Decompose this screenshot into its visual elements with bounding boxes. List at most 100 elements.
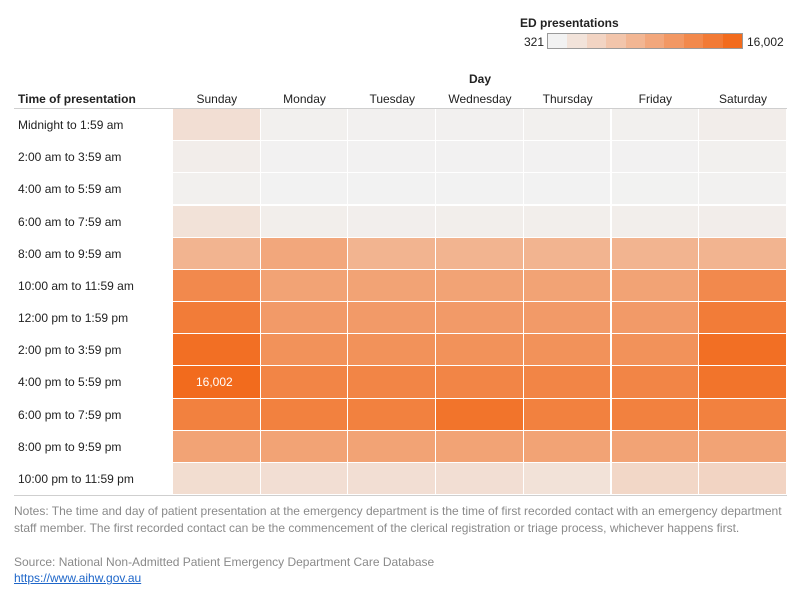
heatmap-cell[interactable] bbox=[523, 109, 612, 142]
heatmap-cell[interactable] bbox=[173, 366, 261, 399]
heatmap-cell[interactable] bbox=[523, 173, 612, 206]
heatmap-cell[interactable] bbox=[348, 430, 437, 463]
legend-color-scale bbox=[547, 33, 743, 49]
heatmap-cell[interactable] bbox=[699, 462, 787, 496]
legend-title: ED presentations bbox=[520, 16, 619, 30]
heatmap-cell[interactable] bbox=[523, 430, 612, 463]
heatmap-cell[interactable] bbox=[436, 462, 524, 496]
heatmap-cell[interactable] bbox=[348, 334, 437, 367]
heatmap-cell[interactable] bbox=[436, 205, 524, 238]
heatmap-cell[interactable] bbox=[348, 109, 437, 142]
heatmap-cell[interactable] bbox=[260, 366, 349, 399]
heatmap-cell[interactable] bbox=[699, 173, 787, 206]
heatmap-cell[interactable] bbox=[523, 205, 612, 238]
legend-step bbox=[683, 34, 704, 48]
heatmap-cell[interactable] bbox=[260, 462, 349, 496]
heatmap-cell[interactable] bbox=[260, 398, 349, 431]
heatmap-cell[interactable] bbox=[348, 366, 437, 399]
heatmap-cell[interactable] bbox=[611, 398, 700, 431]
heatmap-cell[interactable] bbox=[611, 302, 700, 335]
heatmap-cell[interactable] bbox=[699, 141, 787, 174]
heatmap-cell[interactable] bbox=[260, 237, 349, 270]
heatmap-cell[interactable] bbox=[611, 366, 700, 399]
notes-text: Notes: The time and day of patient prese… bbox=[14, 504, 782, 535]
heatmap-cell[interactable] bbox=[260, 269, 349, 302]
heatmap-cell[interactable] bbox=[699, 302, 787, 335]
heatmap-cell[interactable] bbox=[348, 173, 437, 206]
heatmap-cell[interactable] bbox=[611, 237, 700, 270]
header-divider bbox=[14, 108, 787, 109]
heatmap-cell[interactable] bbox=[436, 366, 524, 399]
heatmap-cell[interactable] bbox=[260, 334, 349, 367]
heatmap-cell[interactable] bbox=[436, 302, 524, 335]
heatmap-cell[interactable] bbox=[173, 269, 261, 302]
heatmap-cell[interactable] bbox=[523, 141, 612, 174]
heatmap-cell[interactable] bbox=[348, 302, 437, 335]
heatmap-cell[interactable] bbox=[436, 237, 524, 270]
heatmap-cell[interactable] bbox=[523, 366, 612, 399]
heatmap-cell[interactable] bbox=[523, 237, 612, 270]
legend-step bbox=[703, 34, 723, 48]
heatmap-cell[interactable] bbox=[699, 109, 787, 142]
heatmap-cell[interactable] bbox=[436, 269, 524, 302]
heatmap-cell[interactable] bbox=[348, 141, 437, 174]
legend-step bbox=[625, 34, 646, 48]
heatmap-cell[interactable] bbox=[523, 334, 612, 367]
heatmap-cell[interactable] bbox=[611, 141, 700, 174]
heatmap-cell[interactable] bbox=[260, 430, 349, 463]
day-label: Friday bbox=[638, 92, 673, 106]
heatmap-cell[interactable] bbox=[611, 430, 700, 463]
heatmap-cell[interactable] bbox=[611, 205, 700, 238]
heatmap-cell[interactable] bbox=[173, 237, 261, 270]
legend-max-label: 16,002 bbox=[747, 35, 784, 49]
heatmap-cell[interactable] bbox=[260, 141, 349, 174]
heatmap-cell[interactable] bbox=[173, 302, 261, 335]
heatmap-cell[interactable] bbox=[348, 205, 437, 238]
heatmap-cell[interactable] bbox=[699, 237, 787, 270]
heatmap-cell[interactable] bbox=[173, 430, 261, 463]
heatmap-cell[interactable] bbox=[699, 334, 787, 367]
heatmap-cell[interactable] bbox=[436, 109, 524, 142]
heatmap-cell[interactable] bbox=[699, 205, 787, 238]
time-label: 4:00 am to 5:59 am bbox=[18, 182, 122, 197]
heatmap-cell[interactable] bbox=[348, 237, 437, 270]
heatmap-cell[interactable] bbox=[699, 430, 787, 463]
heatmap-cell[interactable] bbox=[173, 173, 261, 206]
heatmap-cell[interactable] bbox=[436, 398, 524, 431]
time-label: 8:00 am to 9:59 am bbox=[18, 246, 122, 261]
heatmap-cell[interactable] bbox=[436, 173, 524, 206]
heatmap-cell[interactable] bbox=[699, 398, 787, 431]
heatmap-cell[interactable] bbox=[699, 366, 787, 399]
source-link[interactable]: https://www.aihw.gov.au bbox=[14, 571, 142, 585]
heatmap-cell[interactable] bbox=[611, 173, 700, 206]
heatmap-cell[interactable] bbox=[436, 334, 524, 367]
heatmap-cell[interactable] bbox=[173, 462, 261, 496]
heatmap-cell[interactable] bbox=[260, 109, 349, 142]
heatmap-cell[interactable] bbox=[611, 269, 700, 302]
heatmap-cell[interactable] bbox=[611, 462, 700, 496]
heatmap-cell[interactable] bbox=[348, 269, 437, 302]
day-label: Tuesday bbox=[369, 92, 416, 106]
source-text: Source: National Non-Admitted Patient Em… bbox=[14, 555, 435, 569]
heatmap-cell[interactable] bbox=[260, 173, 349, 206]
heatmap-cell[interactable] bbox=[699, 269, 787, 302]
heatmap-cell[interactable] bbox=[348, 398, 437, 431]
heatmap-cell[interactable] bbox=[611, 109, 700, 142]
heatmap-cell[interactable] bbox=[348, 462, 437, 496]
heatmap-cell[interactable] bbox=[523, 302, 612, 335]
heatmap-cell[interactable] bbox=[436, 430, 524, 463]
heatmap-cell[interactable] bbox=[173, 398, 261, 431]
day-label: Monday bbox=[283, 92, 326, 106]
cell-value-label: 16,002 bbox=[196, 375, 233, 390]
heatmap-cell[interactable] bbox=[173, 109, 261, 142]
heatmap-cell[interactable] bbox=[260, 205, 349, 238]
heatmap-cell[interactable] bbox=[523, 269, 612, 302]
heatmap-cell[interactable] bbox=[173, 334, 261, 367]
heatmap-cell[interactable] bbox=[173, 141, 261, 174]
heatmap-cell[interactable] bbox=[523, 398, 612, 431]
heatmap-cell[interactable] bbox=[436, 141, 524, 174]
heatmap-cell[interactable] bbox=[523, 462, 612, 496]
heatmap-cell[interactable] bbox=[173, 205, 261, 238]
heatmap-cell[interactable] bbox=[260, 302, 349, 335]
heatmap-cell[interactable] bbox=[611, 334, 700, 367]
